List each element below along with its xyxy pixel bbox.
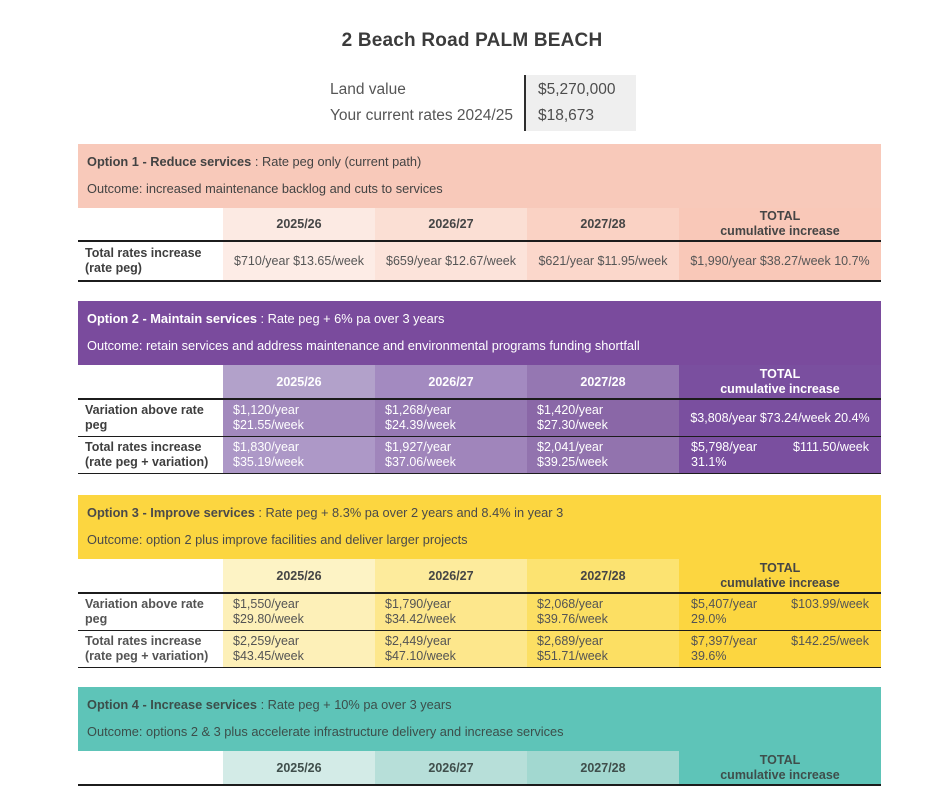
- year-header: 2027/28: [527, 365, 679, 398]
- total-cell: $5,798/year $111.50/week 31.1%: [679, 437, 881, 473]
- value-cell: $2,449/year $47.10/week: [375, 631, 527, 667]
- option-2-heading: Option 2 - Maintain services : Rate peg …: [87, 309, 872, 329]
- option-1-title: Option 1 - Reduce services: [87, 154, 252, 169]
- table-row: Variation above rate peg $1,550/year $29…: [78, 592, 881, 630]
- option-2-banner: Option 2 - Maintain services : Rate peg …: [78, 301, 881, 365]
- empty-header-cell: [78, 365, 223, 398]
- year-header: 2027/28: [527, 751, 679, 784]
- table-row: Total rates increase (rate peg + variati…: [78, 629, 881, 667]
- option-2-subtitle: : Rate peg + 6% pa over 3 years: [260, 311, 445, 326]
- option-4-header-row: 2025/26 2026/27 2027/28 TOTAL cumulative…: [78, 751, 881, 784]
- total-header: TOTAL cumulative increase: [679, 559, 881, 592]
- value-cell: $1,927/year $37.06/week: [375, 437, 527, 473]
- land-value-label: Land value: [330, 81, 406, 98]
- page-title: 2 Beach Road PALM BEACH: [341, 30, 603, 51]
- row-label: Total rates increase (rate peg + variati…: [78, 631, 223, 667]
- option-1-section: Option 1 - Reduce services : Rate peg on…: [78, 144, 881, 282]
- value-cell: $2,689/year $51.71/week: [527, 631, 679, 667]
- total-header: TOTAL cumulative increase: [679, 751, 881, 784]
- year-header: 2027/28: [527, 208, 679, 240]
- option-3-banner: Option 3 - Improve services : Rate peg +…: [78, 495, 881, 559]
- land-value: $5,270,000: [537, 81, 616, 98]
- value-cell: $1,550/year $29.80/week: [223, 594, 375, 630]
- empty-header-cell: [78, 208, 223, 240]
- option-3-heading: Option 3 - Improve services : Rate peg +…: [87, 503, 872, 523]
- rates-options-document: { "title": "2 Beach Road PALM BEACH", "i…: [78, 30, 944, 786]
- row-label: Total rates increase (rate peg + variati…: [78, 437, 223, 473]
- total-cell: $5,407/year $103.99/week 29.0%: [679, 594, 881, 630]
- option-1-header-row: 2025/26 2026/27 2027/28 TOTAL cumulative…: [78, 208, 881, 240]
- year-header: 2025/26: [223, 751, 375, 784]
- table-row: Variation above rate peg $1,120/year $21…: [78, 398, 881, 436]
- year-header: 2026/27: [375, 751, 527, 784]
- value-cell: $1,830/year $35.19/week: [223, 437, 375, 473]
- option-1-table: 2025/26 2026/27 2027/28 TOTAL cumulative…: [78, 208, 881, 282]
- property-info-block: Land value Your current rates 2024/25 $5…: [330, 75, 944, 131]
- table-row: Total rates increase (rate peg) $710/yea…: [78, 240, 881, 280]
- option-2-header-row: 2025/26 2026/27 2027/28 TOTAL cumulative…: [78, 365, 881, 398]
- current-rates-label: Your current rates 2024/25: [330, 107, 513, 124]
- option-1-banner: Option 1 - Reduce services : Rate peg on…: [78, 144, 881, 208]
- total-header: TOTAL cumulative increase: [679, 365, 881, 398]
- option-3-section: Option 3 - Improve services : Rate peg +…: [78, 495, 881, 668]
- year-header: 2027/28: [527, 559, 679, 592]
- option-3-outcome: Outcome: option 2 plus improve facilitie…: [87, 532, 468, 547]
- option-3-title: Option 3 - Improve services: [87, 505, 255, 520]
- value-cell: $2,259/year $43.45/week: [223, 631, 375, 667]
- option-2-outcome: Outcome: retain services and address mai…: [87, 338, 640, 353]
- value-cell: $659/year $12.67/week: [375, 242, 527, 280]
- option-1-outcome: Outcome: increased maintenance backlog a…: [87, 181, 443, 196]
- year-header: 2026/27: [375, 365, 527, 398]
- row-label: Variation above rate peg: [78, 400, 223, 436]
- total-header: TOTAL cumulative increase: [679, 208, 881, 240]
- option-3-table: 2025/26 2026/27 2027/28 TOTAL cumulative…: [78, 559, 881, 668]
- option-1-heading: Option 1 - Reduce services : Rate peg on…: [87, 152, 872, 172]
- value-cell: $621/year $11.95/week: [527, 242, 679, 280]
- property-info-values: $5,270,000 $18,673: [523, 75, 636, 131]
- year-header: 2026/27: [375, 208, 527, 240]
- year-header: 2026/27: [375, 559, 527, 592]
- value-cell: $1,420/year $27.30/week: [527, 400, 679, 436]
- total-cell: $1,990/year $38.27/week 10.7%: [679, 242, 881, 280]
- row-label: Total rates increase (rate peg): [78, 242, 223, 280]
- year-header: 2025/26: [223, 365, 375, 398]
- option-4-outcome: Outcome: options 2 & 3 plus accelerate i…: [87, 724, 564, 739]
- option-4-banner: Option 4 - Increase services : Rate peg …: [78, 687, 881, 751]
- year-header: 2025/26: [223, 559, 375, 592]
- option-2-title: Option 2 - Maintain services: [87, 311, 257, 326]
- value-cell: $2,068/year $39.76/week: [527, 594, 679, 630]
- option-4-table: 2025/26 2026/27 2027/28 TOTAL cumulative…: [78, 751, 881, 786]
- option-2-section: Option 2 - Maintain services : Rate peg …: [78, 301, 881, 474]
- value-cell: $1,120/year $21.55/week: [223, 400, 375, 436]
- total-cell: $7,397/year $142.25/week 39.6%: [679, 631, 881, 667]
- option-2-table: 2025/26 2026/27 2027/28 TOTAL cumulative…: [78, 365, 881, 474]
- value-cell: $1,268/year $24.39/week: [375, 400, 527, 436]
- total-cell: $3,808/year $73.24/week 20.4%: [679, 400, 881, 436]
- value-cell: $2,041/year $39.25/week: [527, 437, 679, 473]
- option-3-header-row: 2025/26 2026/27 2027/28 TOTAL cumulative…: [78, 559, 881, 592]
- property-info-labels: Land value Your current rates 2024/25: [330, 75, 524, 131]
- value-cell: $1,790/year $34.42/week: [375, 594, 527, 630]
- empty-header-cell: [78, 559, 223, 592]
- option-4-title: Option 4 - Increase services: [87, 697, 257, 712]
- option-4-section: Option 4 - Increase services : Rate peg …: [78, 687, 881, 786]
- current-rates-value: $18,673: [537, 107, 594, 124]
- option-4-heading: Option 4 - Increase services : Rate peg …: [87, 695, 872, 715]
- option-4-subtitle: : Rate peg + 10% pa over 3 years: [260, 697, 452, 712]
- year-header: 2025/26: [223, 208, 375, 240]
- value-cell: $710/year $13.65/week: [223, 242, 375, 280]
- option-1-subtitle: : Rate peg only (current path): [254, 154, 422, 169]
- row-label: Variation above rate peg: [78, 594, 223, 630]
- option-3-subtitle: : Rate peg + 8.3% pa over 2 years and 8.…: [258, 505, 564, 520]
- empty-header-cell: [78, 751, 223, 784]
- table-row: Total rates increase (rate peg + variati…: [78, 435, 881, 473]
